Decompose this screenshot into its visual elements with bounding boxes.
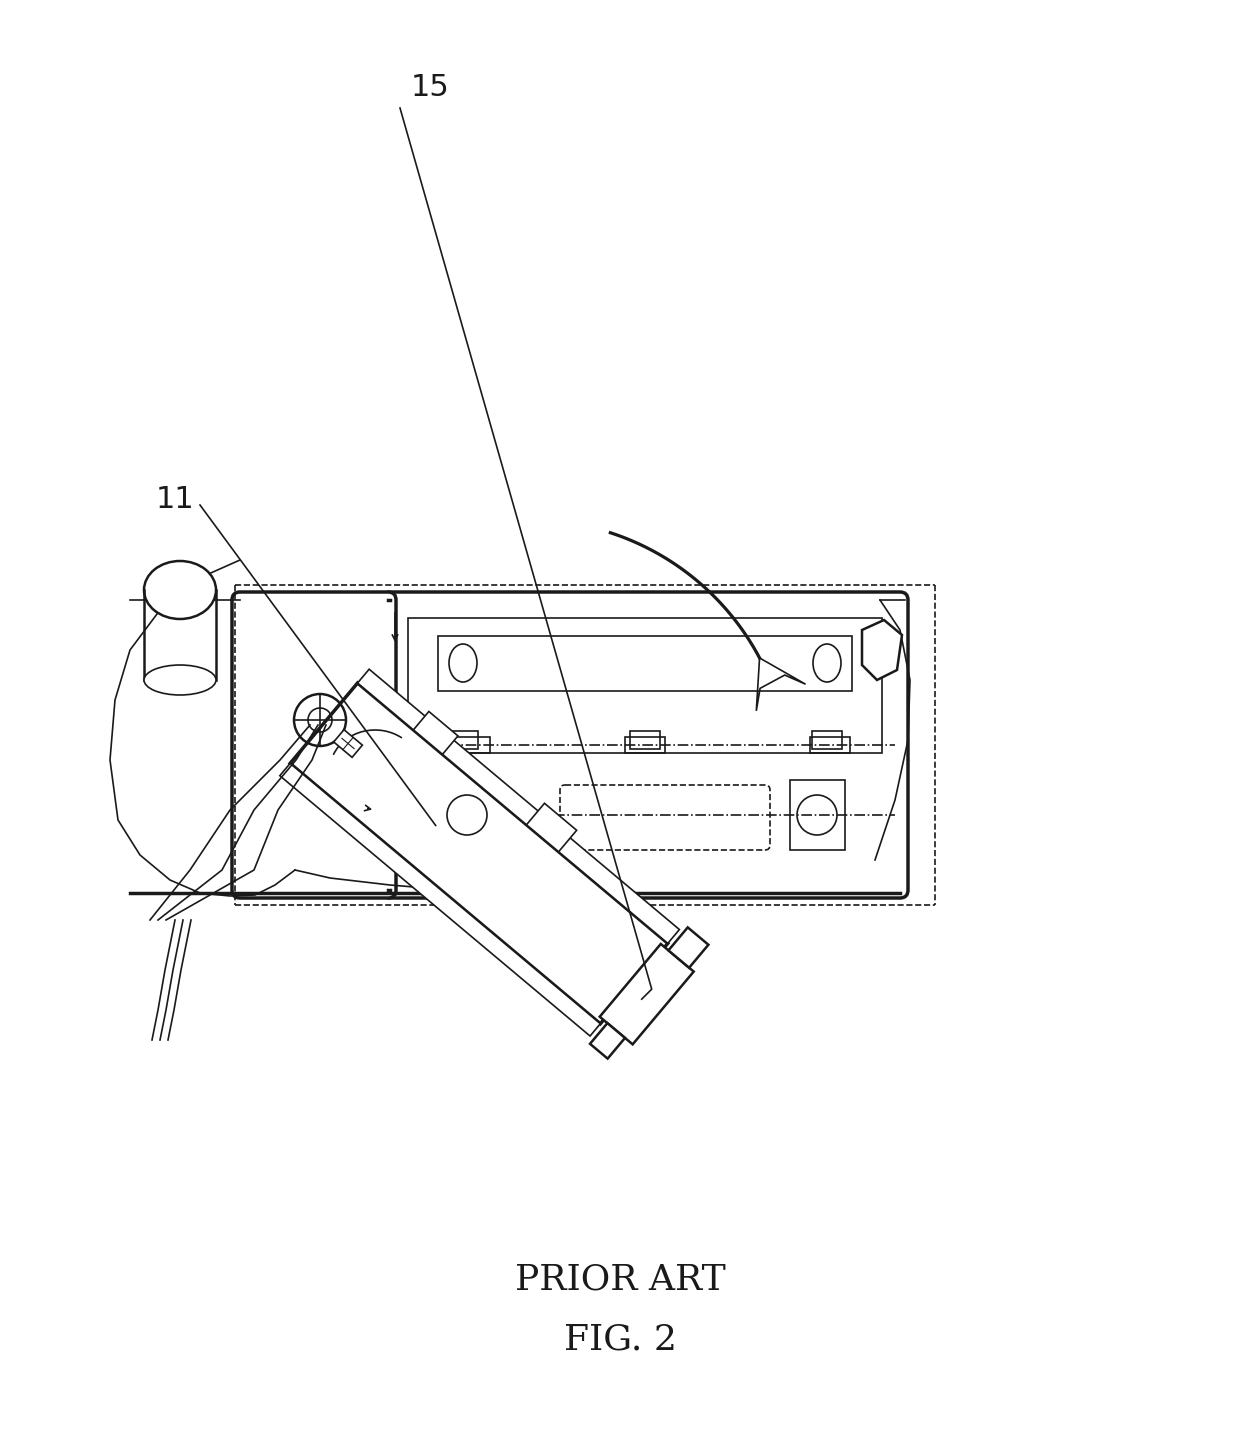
- Ellipse shape: [144, 562, 216, 619]
- FancyBboxPatch shape: [232, 592, 396, 898]
- Bar: [448, 731, 477, 749]
- Polygon shape: [600, 944, 693, 1044]
- Polygon shape: [334, 729, 362, 757]
- Polygon shape: [413, 712, 458, 754]
- Polygon shape: [862, 619, 901, 680]
- Text: 11: 11: [156, 485, 195, 514]
- Text: 15: 15: [410, 74, 449, 103]
- Text: PRIOR ART: PRIOR ART: [515, 1264, 725, 1297]
- Bar: [630, 731, 660, 749]
- Polygon shape: [668, 927, 708, 967]
- Polygon shape: [527, 803, 577, 852]
- Bar: [810, 736, 849, 752]
- Bar: [438, 635, 852, 692]
- Polygon shape: [290, 683, 668, 1024]
- FancyBboxPatch shape: [382, 592, 908, 898]
- Bar: [408, 618, 882, 752]
- Ellipse shape: [144, 666, 216, 695]
- Bar: [625, 736, 665, 752]
- Polygon shape: [357, 669, 680, 943]
- Text: FIG. 2: FIG. 2: [563, 1323, 677, 1357]
- Bar: [790, 780, 844, 851]
- Bar: [440, 780, 495, 851]
- Bar: [450, 736, 490, 752]
- Bar: [812, 731, 842, 749]
- Polygon shape: [280, 764, 600, 1035]
- Polygon shape: [590, 1024, 625, 1058]
